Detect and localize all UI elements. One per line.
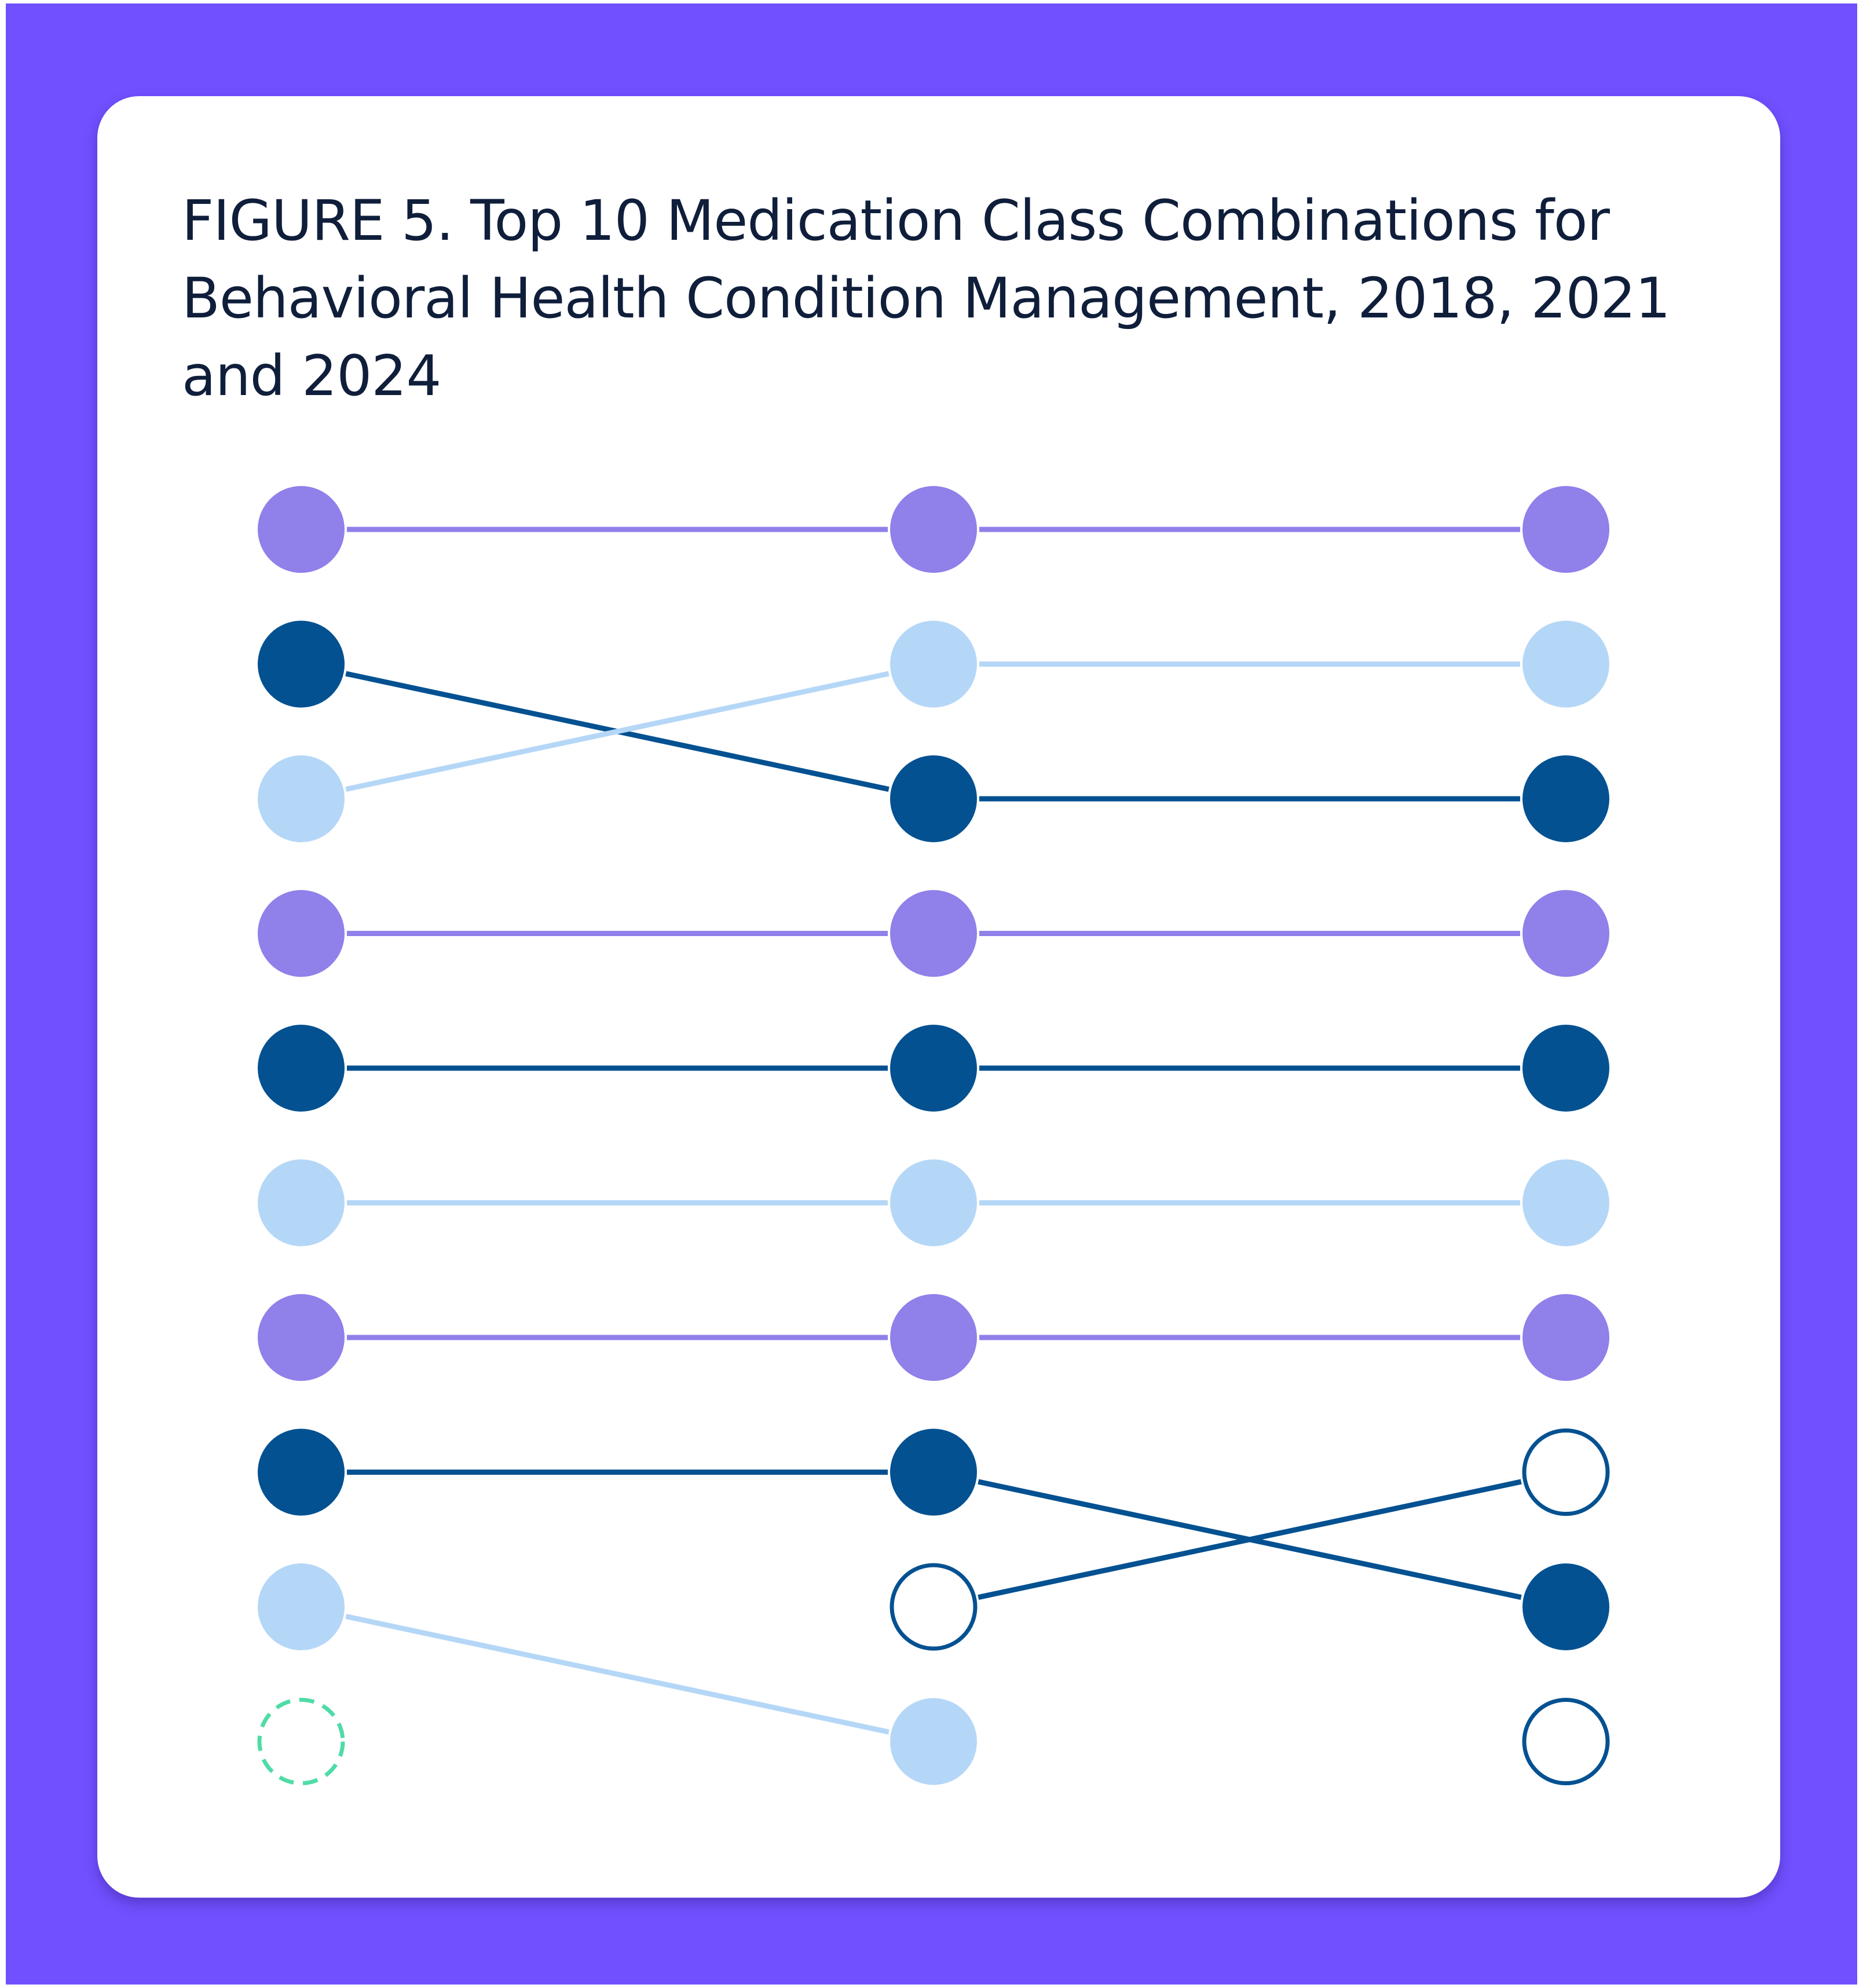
connector-lines — [345, 527, 1522, 1735]
rank-marker-2021-rank-6 — [890, 1159, 977, 1247]
rank-marker-2021-rank-5 — [890, 1025, 977, 1112]
rank-marker-2018-rank-9 — [258, 1563, 345, 1650]
rank-marker-2018-rank-5 — [258, 1025, 345, 1112]
rank-marker-2024-rank-7 — [1522, 1294, 1609, 1381]
rank-marker-2018-rank-4 — [258, 890, 345, 977]
connector-line-series-9-2018-2021 — [345, 1614, 890, 1735]
rank-marker-2021-rank-8 — [890, 1428, 977, 1516]
rank-marker-2024-rank-10 — [1522, 1698, 1610, 1785]
rank-marker-2018-rank-3 — [258, 755, 345, 842]
rank-marker-2024-rank-6 — [1522, 1159, 1609, 1247]
rank-marker-2024-rank-8 — [1522, 1428, 1610, 1516]
rank-marker-2018-rank-6 — [258, 1159, 345, 1247]
figure-title: FIGURE 5. Top 10 Medication Class Combin… — [182, 188, 1671, 408]
rank-marker-2024-rank-4 — [1522, 890, 1609, 977]
figure-card: FIGURE 5. Top 10 Medication Class Combin… — [97, 96, 1780, 1898]
rank-marker-2021-rank-9 — [890, 1563, 978, 1651]
rank-markers — [257, 486, 1610, 1785]
rank-marker-2021-rank-2 — [890, 620, 977, 708]
rank-marker-2024-rank-5 — [1522, 1025, 1609, 1112]
rank-marker-2021-rank-1 — [890, 486, 977, 573]
rank-marker-2021-rank-7 — [890, 1294, 977, 1381]
rank-marker-2018-rank-7 — [258, 1294, 345, 1381]
rank-marker-2018-rank-10 — [257, 1698, 345, 1785]
rank-marker-2024-rank-1 — [1522, 486, 1609, 573]
rank-marker-2021-rank-3 — [890, 755, 977, 842]
rank-marker-2021-rank-4 — [890, 890, 977, 977]
rank-marker-2018-rank-1 — [258, 486, 345, 573]
rank-marker-2018-rank-8 — [258, 1428, 345, 1516]
rank-marker-2024-rank-9 — [1522, 1563, 1609, 1650]
connector-line-series-3-2018-2021 — [345, 671, 890, 792]
rank-marker-2024-rank-3 — [1522, 755, 1609, 842]
rank-marker-2018-rank-2 — [258, 620, 345, 708]
slope-chart — [257, 486, 1610, 1785]
connector-line-series-10-2021-2024 — [978, 1479, 1522, 1600]
figure-frame: FIGURE 5. Top 10 Medication Class Combin… — [6, 3, 1857, 1985]
rank-marker-2024-rank-2 — [1522, 620, 1609, 708]
rank-marker-2021-rank-10 — [890, 1698, 977, 1785]
